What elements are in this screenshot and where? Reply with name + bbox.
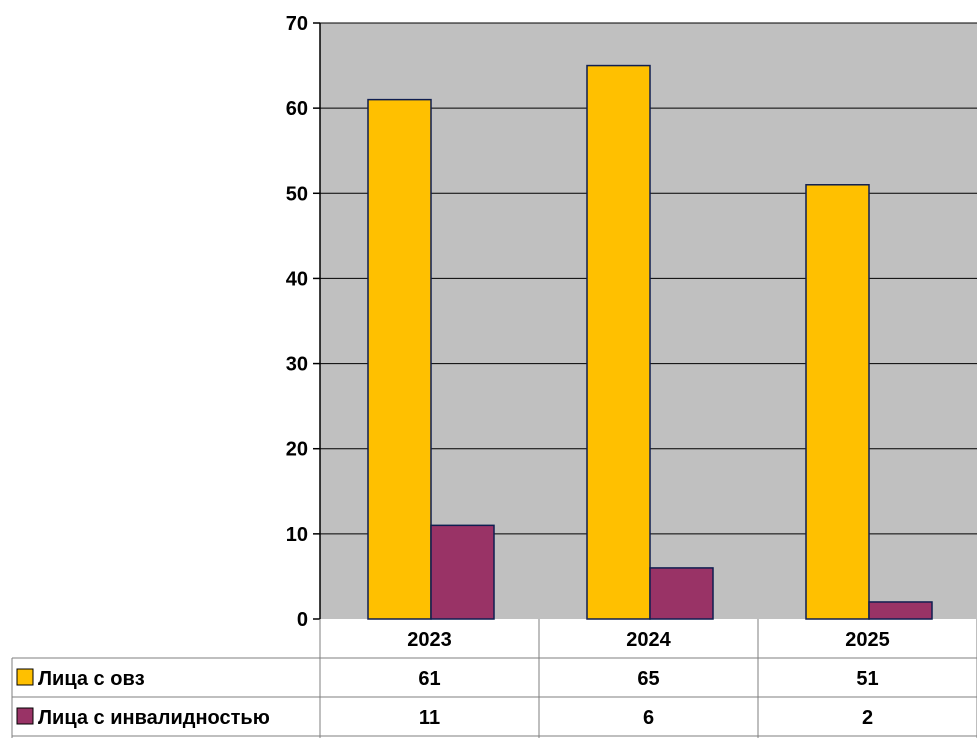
bar-ovz-2023: [367, 98, 432, 620]
data-table-value: 51: [856, 668, 878, 690]
legend-swatch: [16, 707, 34, 725]
data-table-value: 11: [419, 707, 440, 729]
y-tick-label: 60: [286, 98, 308, 120]
y-tick-label: 0: [297, 609, 308, 631]
x-tick-label: 2025: [845, 629, 890, 651]
data-table-value: 2: [862, 707, 873, 729]
y-tick-label: 50: [286, 183, 308, 205]
legend-label: Лица с овз: [38, 668, 145, 690]
data-table-value: 61: [418, 668, 440, 690]
y-axis: 0 10 20 30 40 50 60 70: [286, 13, 321, 631]
legend-swatch: [16, 668, 34, 686]
x-tick-label: 2024: [626, 629, 671, 651]
data-table: 2023 2024 2025 Лица с овз 61 65 51 Лица с инвал…: [11, 619, 977, 738]
y-tick-label: 20: [286, 439, 308, 461]
legend-label: Лица с инвалидностью: [38, 707, 270, 729]
y-tick-label: 10: [286, 524, 308, 546]
bar-disability-2025: [868, 601, 933, 620]
bar-disability-2023: [430, 524, 495, 620]
y-tick-label: 40: [286, 268, 308, 290]
bars: [367, 64, 933, 620]
data-table-value: 65: [637, 668, 659, 690]
bar-ovz-2024: [586, 64, 651, 620]
x-tick-label: 2023: [407, 629, 452, 651]
y-tick-label: 30: [286, 354, 308, 376]
bar-disability-2024: [649, 567, 714, 620]
data-table-value: 6: [643, 707, 654, 729]
bar-ovz-2025: [805, 184, 870, 620]
y-tick-label: 70: [286, 13, 308, 35]
